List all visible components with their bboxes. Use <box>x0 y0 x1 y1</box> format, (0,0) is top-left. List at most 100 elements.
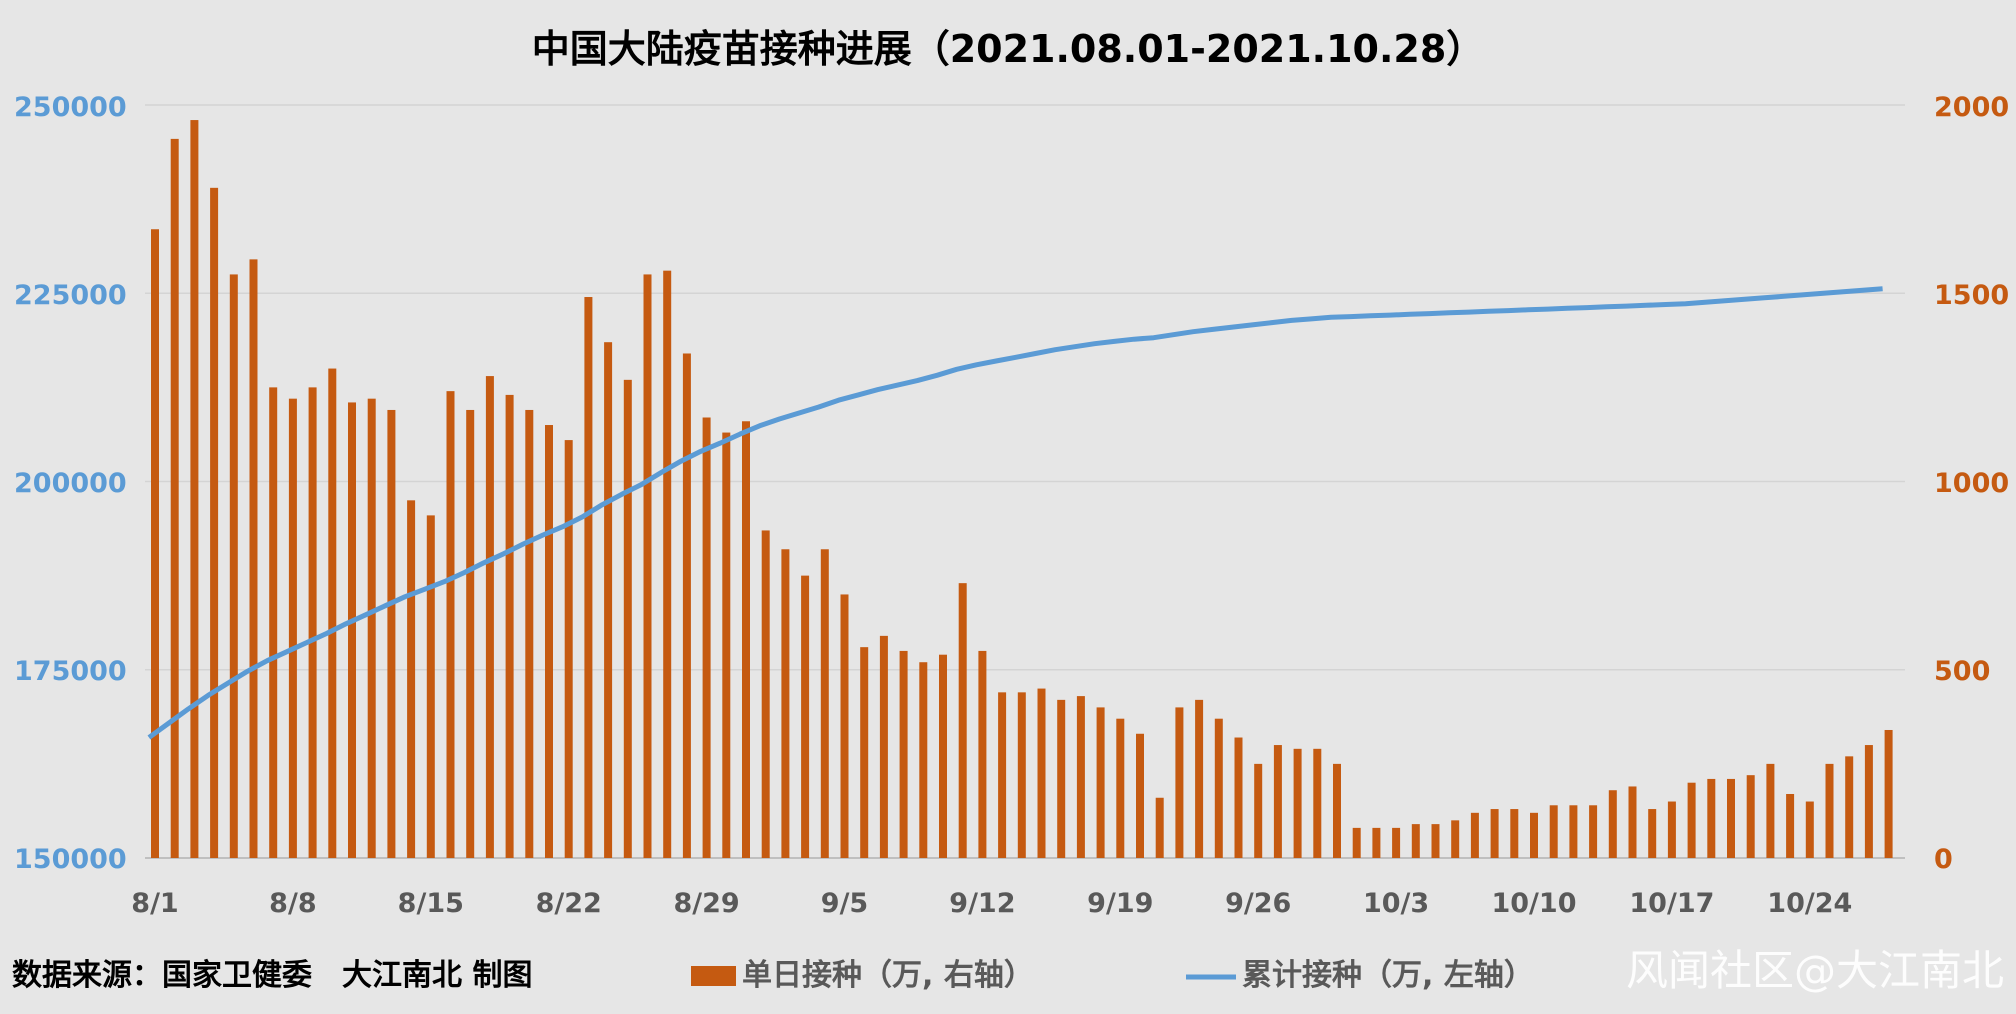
bar-daily <box>485 376 494 858</box>
left-y-tick: 225000 <box>14 280 127 311</box>
bar-daily <box>1451 820 1460 858</box>
bar-daily <box>151 229 159 858</box>
bar-daily <box>1628 786 1637 858</box>
bar-daily <box>1116 718 1125 858</box>
bar-daily <box>249 259 258 858</box>
bar-daily <box>348 402 356 858</box>
bar-daily <box>446 391 455 858</box>
bar-daily <box>407 500 416 858</box>
bar-daily <box>702 417 711 858</box>
bar-daily <box>328 368 337 858</box>
left-y-tick: 150000 <box>14 844 127 875</box>
x-tick-label: 8/29 <box>673 888 739 919</box>
legend-line-label: 累计接种（万, 左轴） <box>1242 958 1534 993</box>
bar-daily <box>1766 763 1775 858</box>
x-tick-label: 10/10 <box>1491 888 1576 919</box>
bar-daily <box>505 394 514 858</box>
x-tick-label: 10/24 <box>1767 888 1852 919</box>
x-tick-label: 9/5 <box>821 888 868 919</box>
bar-daily <box>1727 778 1735 858</box>
bar-daily <box>958 583 967 858</box>
bar-daily <box>545 425 553 858</box>
bar-daily <box>1037 688 1046 858</box>
bar-daily <box>1214 718 1223 858</box>
bar-daily <box>1431 824 1440 858</box>
left-y-tick: 200000 <box>14 468 127 499</box>
x-tick-label: 8/1 <box>131 888 178 919</box>
source-note: 数据来源：国家卫健委 大江南北 制图 <box>12 958 532 993</box>
bar-daily <box>525 409 534 858</box>
bar-daily <box>1845 756 1854 858</box>
bar-daily <box>899 650 908 858</box>
left-y-tick: 175000 <box>14 656 127 687</box>
bar-daily <box>1786 793 1795 858</box>
bar-daily <box>288 398 297 858</box>
bar-daily <box>584 297 593 858</box>
x-tick-label: 10/3 <box>1363 888 1429 919</box>
x-tick-label: 9/12 <box>949 888 1015 919</box>
bar-daily <box>1392 827 1401 858</box>
bar-daily <box>1057 699 1066 858</box>
right-y-tick: 500 <box>1934 656 1990 687</box>
bar-daily <box>1195 699 1204 858</box>
left-y-tick: 250000 <box>14 92 127 123</box>
bar-daily <box>939 654 947 858</box>
bar-daily <box>1333 763 1341 858</box>
x-tick-label: 10/17 <box>1629 888 1714 919</box>
bar-daily <box>1155 797 1164 858</box>
bar-daily <box>663 270 672 858</box>
bar-daily <box>1667 801 1676 858</box>
bar-daily <box>1313 748 1322 858</box>
bar-daily <box>742 421 750 858</box>
left-y-axis: 250000 225000 200000 175000 150000 <box>14 92 127 875</box>
bar-daily <box>1234 737 1243 858</box>
bar-daily <box>1884 729 1893 858</box>
bar-daily <box>682 353 691 858</box>
x-axis: 8/1 8/8 8/15 8/22 8/29 9/5 9/12 9/19 9/26 10/3 10/… <box>131 888 1852 919</box>
bar-series-daily <box>151 120 1893 858</box>
bar-daily <box>269 387 278 858</box>
right-y-tick: 1000 <box>1934 468 2009 499</box>
bar-daily <box>820 549 829 858</box>
bar-daily <box>1510 809 1519 858</box>
bar-daily <box>1470 812 1479 858</box>
bar-daily <box>1864 745 1873 858</box>
bar-daily <box>367 398 376 858</box>
bar-daily <box>623 379 632 858</box>
bar-daily <box>426 515 435 858</box>
bar-daily <box>1589 805 1598 858</box>
bar-daily <box>1530 812 1538 858</box>
bar-daily <box>879 635 888 858</box>
line-series-cumulative <box>147 286 1883 740</box>
legend-bar-label: 单日接种（万, 右轴） <box>742 958 1034 993</box>
bar-daily <box>1549 805 1558 858</box>
bar-daily <box>229 274 238 858</box>
bar-daily <box>308 387 317 858</box>
bar-daily <box>1569 805 1578 858</box>
bar-daily <box>722 432 731 858</box>
bar-daily <box>210 187 219 858</box>
bar-daily <box>801 575 810 858</box>
bar-daily <box>1805 801 1814 858</box>
bar-daily <box>1372 827 1381 858</box>
bar-daily <box>190 120 199 858</box>
bar-daily <box>1254 763 1263 858</box>
bar-daily <box>604 342 613 858</box>
line-cumulative <box>147 286 1883 740</box>
bar-daily <box>466 409 475 858</box>
bar-daily <box>1352 827 1361 858</box>
bar-daily <box>978 650 987 858</box>
bar-daily <box>1273 745 1282 858</box>
bar-daily <box>998 692 1007 858</box>
bar-daily <box>781 549 790 858</box>
bar-daily <box>1096 707 1105 858</box>
bar-daily <box>1411 824 1420 858</box>
x-tick-label: 9/19 <box>1087 888 1153 919</box>
bar-daily <box>860 647 869 858</box>
bar-daily <box>1746 775 1755 858</box>
bar-daily <box>1076 696 1085 858</box>
bar-daily <box>1017 692 1026 858</box>
bar-daily <box>1490 809 1499 858</box>
bar-daily <box>1687 782 1696 858</box>
